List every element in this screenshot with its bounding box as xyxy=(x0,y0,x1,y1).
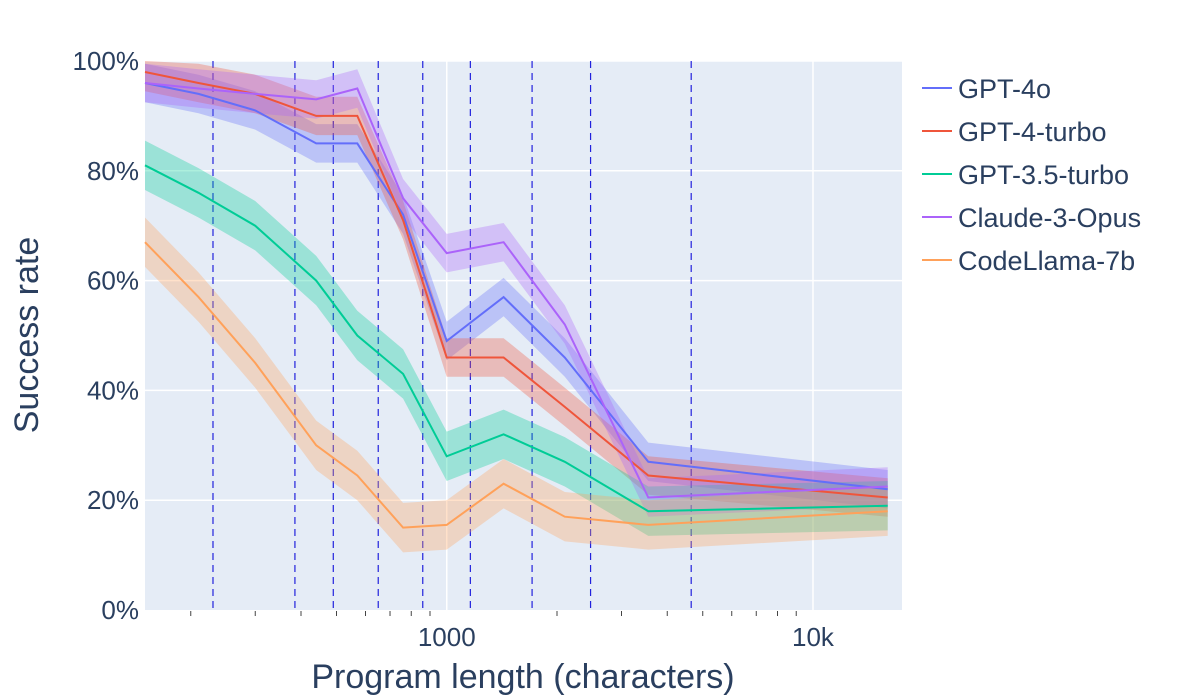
series-line-GPT-3.5-turbo xyxy=(144,164,888,513)
y-axis-title: Success rate xyxy=(8,237,46,434)
y-tick-label: 0% xyxy=(101,595,139,625)
x-axis-title: Program length (characters) xyxy=(311,658,734,696)
confidence-band-Claude-3-Opus xyxy=(145,63,888,517)
y-tick-label: 20% xyxy=(87,485,139,515)
y-tick-label: 100% xyxy=(73,46,140,76)
confidence-band-GPT-3.5-turbo xyxy=(145,140,888,536)
legend-label: Claude-3-Opus xyxy=(958,203,1141,233)
series-line-Claude-3-Opus xyxy=(144,82,888,499)
x-tick-labels: 1000 10k xyxy=(418,622,835,652)
confidence-bands xyxy=(145,61,888,553)
confidence-band-GPT-4o xyxy=(145,63,888,509)
series-line-CodeLlama-7b xyxy=(144,241,888,529)
confidence-band-CodeLlama-7b xyxy=(145,217,888,553)
y-tick-label: 40% xyxy=(87,375,139,405)
legend-label: GPT-4o xyxy=(958,74,1051,104)
series-line-GPT-4o xyxy=(144,82,888,491)
y-tick-labels: 0% 20% 40% 60% 80% 100% xyxy=(73,46,140,625)
series-line-GPT-4-turbo xyxy=(144,71,888,499)
y-tick-label: 60% xyxy=(87,266,139,296)
legend-label: GPT-4-turbo xyxy=(958,117,1107,147)
series-lines xyxy=(144,71,888,529)
x-tick-label: 1000 xyxy=(418,622,476,652)
y-tick-label: 80% xyxy=(87,156,139,186)
legend: GPT-4o GPT-4-turbo GPT-3.5-turbo Claude-3-O… xyxy=(922,74,1141,276)
x-minor-ticks xyxy=(190,611,797,616)
legend-label: CodeLlama-7b xyxy=(958,246,1135,276)
legend-label: GPT-3.5-turbo xyxy=(958,160,1129,190)
x-tick-label: 10k xyxy=(792,622,835,652)
grid-lines xyxy=(145,60,902,610)
